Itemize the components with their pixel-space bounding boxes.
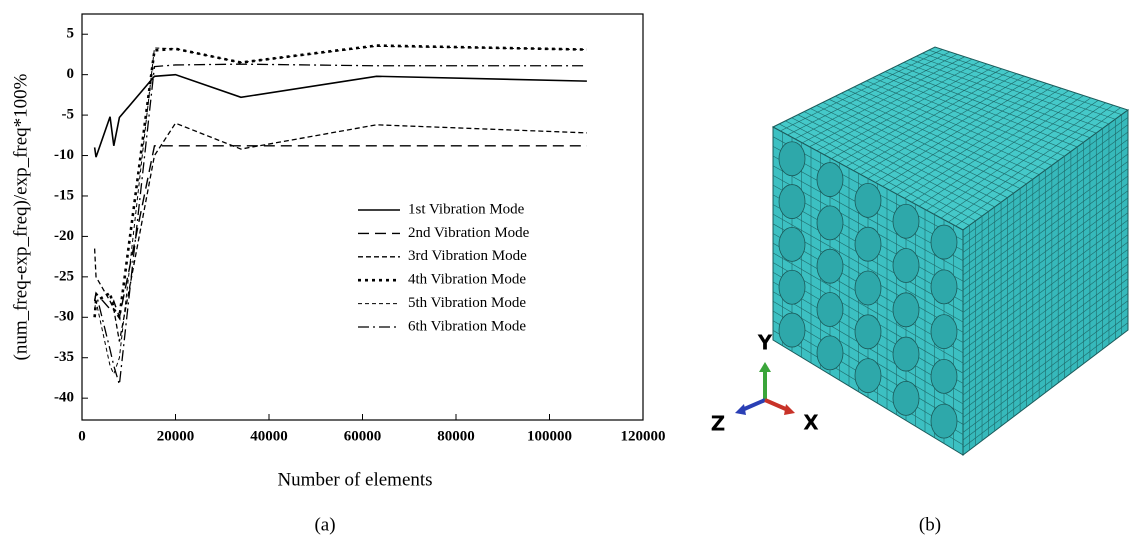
mesh-hole (855, 227, 881, 261)
mesh-hole (817, 293, 843, 327)
mesh-hole (931, 315, 957, 349)
mesh-hole (779, 313, 805, 347)
y-tick-label: -25 (54, 268, 74, 284)
mesh-hole (779, 142, 805, 176)
x-axis-label: Number of elements (277, 469, 432, 490)
axis-arrow-z (742, 400, 765, 410)
y-tick-label: -40 (54, 390, 74, 406)
mesh-cube (773, 47, 1128, 455)
mesh-hole (817, 206, 843, 240)
y-tick-label: -35 (54, 349, 74, 365)
y-tick-label: -5 (62, 107, 75, 123)
mesh-hole (855, 271, 881, 305)
x-tick-label: 60000 (344, 428, 382, 444)
mesh-hole (817, 249, 843, 283)
y-axis-label: (num_freq-exp_freq)/exp_freq*100% (10, 73, 31, 360)
arrow-head (759, 362, 771, 372)
page: Number of elements (num_freq-exp_freq)/e… (0, 0, 1142, 542)
mesh-hole (893, 337, 919, 371)
mesh-hole (779, 227, 805, 261)
arrow-head (735, 404, 746, 415)
mesh-hole (931, 359, 957, 393)
x-tick-label: 20000 (157, 428, 195, 444)
y-tick-label: -20 (54, 228, 74, 244)
data-line (95, 75, 587, 157)
legend-label: 6th Vibration Mode (408, 318, 526, 334)
legend-label: 4th Vibration Mode (408, 272, 526, 288)
axis-label-z: Z (711, 412, 726, 436)
panel-label: (b) (919, 514, 941, 535)
y-tick-label: 0 (67, 66, 75, 82)
arrow-head (784, 404, 795, 415)
mesh-hole (855, 315, 881, 349)
axis-arrow-x (765, 400, 788, 410)
x-tick-label: 100000 (527, 428, 572, 444)
figure: Number of elements (num_freq-exp_freq)/e… (0, 0, 1142, 542)
axis-label-y: Y (757, 331, 773, 355)
y-tick-label: -30 (54, 309, 74, 325)
y-tick-label: 5 (67, 26, 75, 42)
legend-label: 3rd Vibration Mode (408, 248, 527, 264)
legend-label: 2nd Vibration Mode (408, 225, 530, 241)
mesh-hole (779, 185, 805, 219)
legend-label: 5th Vibration Mode (408, 295, 526, 311)
mesh-hole (855, 183, 881, 217)
mesh-hole (893, 293, 919, 327)
x-tick-label: 120000 (621, 428, 666, 444)
y-tick-label: -10 (54, 147, 74, 163)
mesh-hole (931, 270, 957, 304)
legend-label: 1st Vibration Mode (408, 201, 525, 217)
mesh-hole (817, 336, 843, 370)
mesh-hole (855, 359, 881, 393)
axis-label-x: X (803, 411, 819, 435)
panel-label: (a) (314, 514, 335, 535)
x-tick-label: 0 (78, 428, 86, 444)
mesh-hole (931, 404, 957, 438)
y-tick-label: -15 (54, 187, 74, 203)
mesh-hole (931, 225, 957, 259)
mesh-hole (893, 204, 919, 238)
mesh-hole (893, 381, 919, 415)
mesh-hole (779, 270, 805, 304)
x-tick-label: 40000 (250, 428, 288, 444)
mesh-hole (817, 163, 843, 197)
mesh-hole (893, 249, 919, 283)
x-tick-label: 80000 (437, 428, 475, 444)
